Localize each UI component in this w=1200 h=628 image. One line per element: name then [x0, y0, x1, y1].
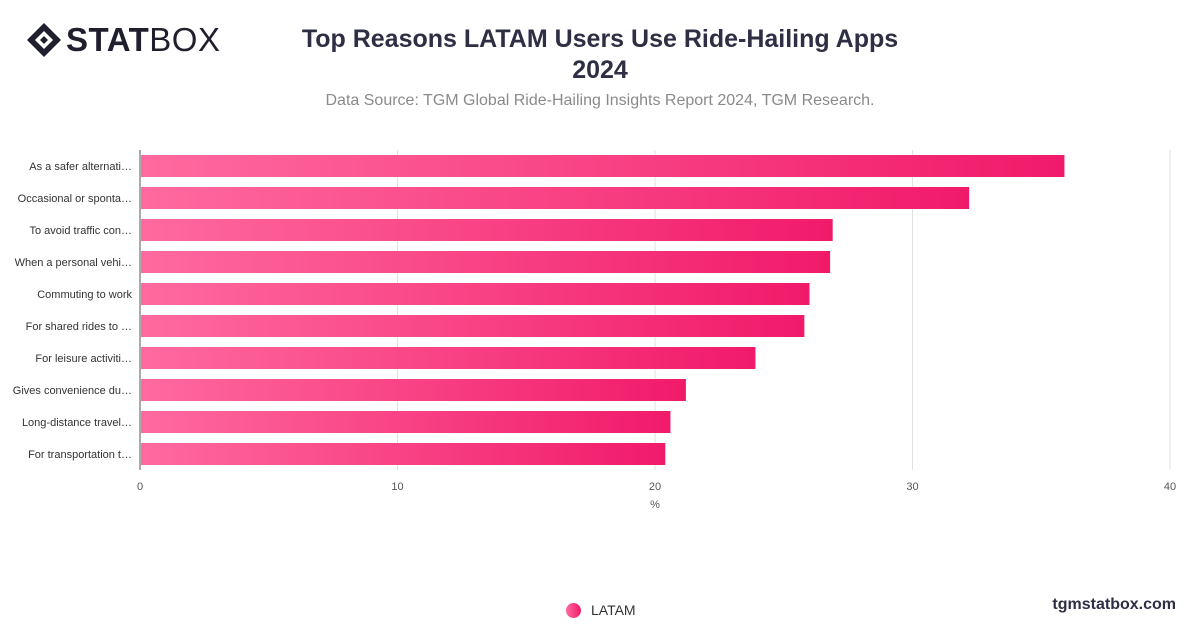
bar	[141, 411, 671, 433]
x-axis-title: %	[650, 499, 660, 511]
bar	[141, 251, 831, 273]
category-label: For transportation t…	[28, 449, 132, 461]
bar	[141, 315, 805, 337]
category-label: For shared rides to …	[26, 321, 132, 333]
category-label: To avoid traffic con…	[29, 225, 132, 237]
x-tick-label: 40	[1164, 481, 1176, 493]
x-tick-label: 20	[649, 481, 661, 493]
statbox-logo: STATBOX	[26, 22, 220, 58]
chart-title-line1: Top Reasons LATAM Users Use Ride-Hailing…	[301, 25, 899, 53]
bar	[141, 443, 666, 465]
chart-title-line2: 2024	[572, 56, 628, 84]
statbox-diamond-icon	[27, 23, 61, 57]
chart-title: Top Reasons LATAM Users Use Ride-Hailing…	[300, 24, 900, 86]
x-tick-label: 10	[391, 481, 403, 493]
category-label: Commuting to work	[37, 289, 132, 301]
bar	[141, 187, 970, 209]
legend-marker	[566, 602, 581, 618]
bar	[141, 283, 810, 305]
logo-word-light: BOX	[149, 21, 221, 58]
legend-label: LATAM	[591, 602, 636, 618]
bar	[141, 155, 1065, 177]
category-label: Long-distance travel…	[22, 417, 132, 429]
category-label: When a personal vehi…	[15, 257, 132, 269]
logo-wordmark: STATBOX	[66, 22, 220, 58]
bar	[141, 347, 756, 369]
chart-subtitle: Data Source: TGM Global Ride-Hailing Ins…	[325, 92, 875, 109]
legend-item-latam[interactable]: LATAM	[566, 602, 636, 618]
category-label: Occasional or sponta…	[18, 193, 132, 205]
category-label: For leisure activiti…	[35, 353, 132, 365]
x-tick-label: 0	[137, 481, 143, 493]
logo-word-bold: STAT	[66, 21, 150, 58]
brand-url: tgmstatbox.com	[1052, 596, 1176, 613]
category-label: As a safer alternati…	[29, 161, 132, 173]
bar	[141, 219, 833, 241]
x-tick-label: 30	[906, 481, 918, 493]
bar-chart: 0 10 20 30 40 As a safer alternati… Occasional…	[13, 150, 1176, 511]
bar	[141, 379, 686, 401]
category-label: Gives convenience du…	[13, 385, 132, 397]
